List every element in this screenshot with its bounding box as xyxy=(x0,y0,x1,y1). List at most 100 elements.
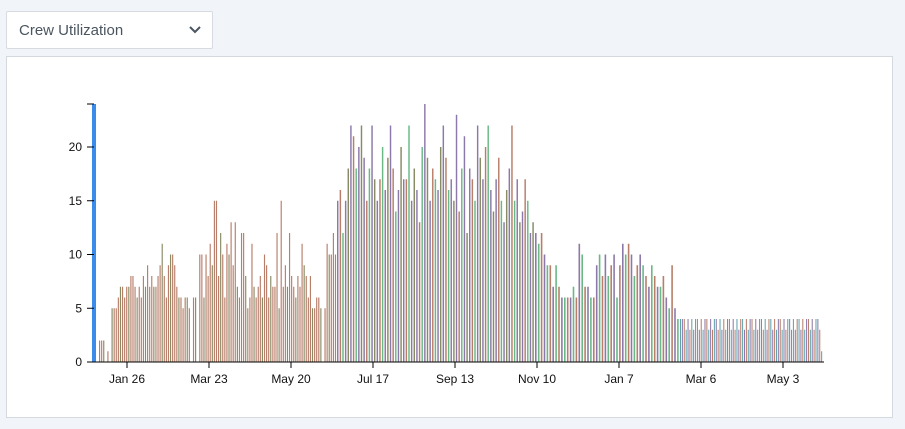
bar xyxy=(471,179,474,362)
bar xyxy=(785,329,787,362)
bar xyxy=(619,265,621,362)
bar xyxy=(766,329,768,362)
bar xyxy=(768,319,770,362)
bar xyxy=(540,233,543,362)
bar xyxy=(590,297,592,362)
bar xyxy=(358,147,360,362)
bar xyxy=(490,190,492,362)
bar xyxy=(220,233,222,362)
x-tick-label: May 20 xyxy=(271,372,311,386)
bar xyxy=(243,233,245,362)
bar xyxy=(324,308,326,362)
bar xyxy=(743,329,745,362)
bar xyxy=(284,265,286,362)
chart-panel: 0 5 10 15 20 Jan 26 Mar 23 May 20 Jul 17 Sep 13 N… xyxy=(6,56,893,418)
bar xyxy=(564,297,566,362)
bar xyxy=(519,222,521,362)
bar xyxy=(680,319,682,362)
bar xyxy=(535,233,537,362)
bar xyxy=(575,297,578,362)
bar xyxy=(665,297,668,362)
bar xyxy=(779,319,781,362)
bar xyxy=(432,168,434,362)
bar xyxy=(723,319,725,362)
metric-select[interactable]: Crew Utilization xyxy=(6,11,213,49)
bar xyxy=(728,319,730,362)
bar xyxy=(314,308,316,362)
bar xyxy=(174,265,176,362)
bar xyxy=(228,254,230,362)
bar xyxy=(209,243,211,362)
bar xyxy=(416,190,418,362)
bar xyxy=(753,329,755,362)
bar xyxy=(366,200,368,362)
bar xyxy=(698,329,700,362)
bar xyxy=(384,190,386,362)
bar xyxy=(774,319,776,362)
bar xyxy=(755,319,757,362)
bar xyxy=(738,329,740,362)
bar xyxy=(230,222,232,362)
bar xyxy=(165,297,167,362)
bar xyxy=(566,297,569,362)
bar xyxy=(516,179,518,362)
bar xyxy=(807,319,809,362)
bar xyxy=(101,340,103,362)
bar xyxy=(484,147,487,362)
bar xyxy=(330,254,332,362)
bar xyxy=(532,222,534,362)
bar xyxy=(282,286,284,362)
bar xyxy=(469,168,471,362)
bar xyxy=(447,190,450,362)
bar xyxy=(802,319,804,362)
y-tick-label: 5 xyxy=(75,301,82,315)
bar xyxy=(276,233,278,362)
x-tick-label: May 3 xyxy=(767,372,800,386)
bar xyxy=(186,297,188,362)
bar xyxy=(787,319,789,362)
bar xyxy=(328,254,330,362)
bar xyxy=(476,125,479,362)
bar xyxy=(169,254,172,362)
bar xyxy=(371,125,373,362)
bar xyxy=(792,319,794,362)
bar xyxy=(149,286,151,362)
bar xyxy=(103,340,105,362)
bar xyxy=(601,276,604,362)
bar xyxy=(161,243,163,362)
bars-group xyxy=(99,104,823,362)
bar xyxy=(211,265,213,362)
x-tick-label: Jan 7 xyxy=(604,372,634,386)
bar xyxy=(238,297,241,362)
bar xyxy=(410,200,413,362)
bar xyxy=(549,265,552,362)
bar xyxy=(717,329,719,362)
bar xyxy=(642,265,644,362)
bar xyxy=(708,329,710,362)
bar xyxy=(704,319,706,362)
bar xyxy=(466,233,468,362)
bar xyxy=(736,319,738,362)
x-tick-label: Mar 6 xyxy=(686,372,717,386)
bar xyxy=(487,125,489,362)
bar xyxy=(730,329,732,362)
bar xyxy=(389,125,392,362)
bar xyxy=(368,168,371,362)
bar xyxy=(400,147,402,362)
bar xyxy=(696,319,698,362)
bar xyxy=(745,319,747,362)
bar xyxy=(651,265,653,362)
bar xyxy=(232,265,234,362)
bar xyxy=(257,286,259,362)
bar xyxy=(806,319,808,362)
bar xyxy=(630,254,633,362)
bar xyxy=(121,286,124,362)
bar xyxy=(762,329,764,362)
bar xyxy=(151,276,153,362)
y-tick-label: 20 xyxy=(69,140,83,154)
bar xyxy=(142,276,144,362)
bar xyxy=(195,297,197,362)
bar xyxy=(817,319,819,362)
bar xyxy=(498,157,500,362)
bar xyxy=(316,297,318,362)
